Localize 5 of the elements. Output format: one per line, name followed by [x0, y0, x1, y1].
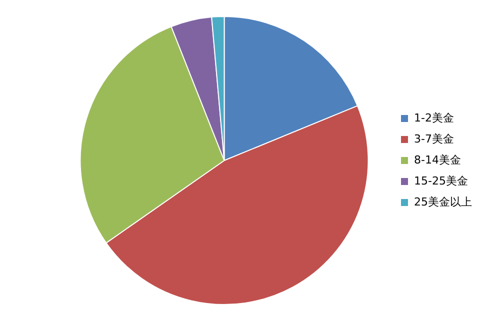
- legend-label: 15-25美金: [414, 174, 468, 188]
- legend-label: 3-7美金: [414, 132, 454, 146]
- legend-label: 8-14美金: [414, 153, 461, 166]
- legend-label: 1-2美金: [414, 111, 454, 124]
- legend-label: 25美金以上: [414, 195, 472, 208]
